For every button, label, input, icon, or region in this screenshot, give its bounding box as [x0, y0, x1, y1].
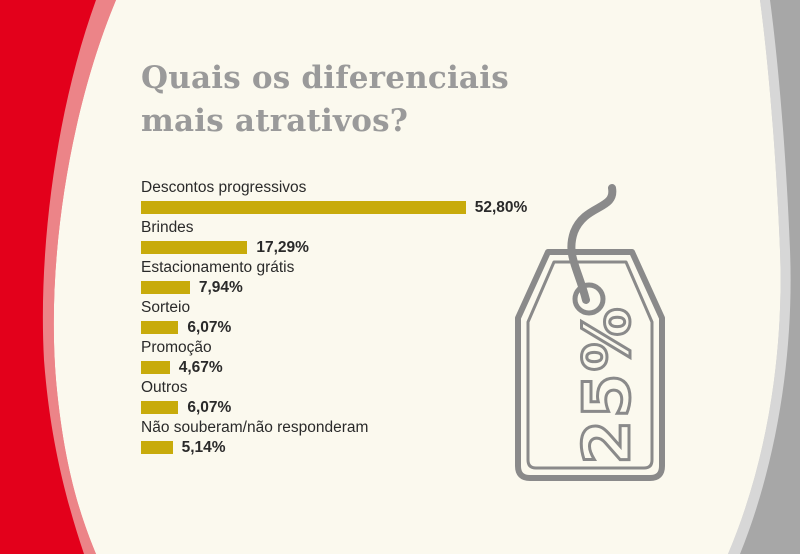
category-label: Não souberam/não responderam: [141, 419, 369, 436]
tag-outline: [515, 249, 665, 481]
value-label: 17,29%: [256, 239, 309, 256]
category-label: Estacionamento grátis: [141, 259, 295, 276]
bar: [141, 241, 248, 254]
tag-text: 25%: [571, 305, 645, 464]
bar: [141, 281, 190, 294]
bar: [141, 201, 466, 214]
grey-band-highlight: [728, 0, 791, 554]
bar: [141, 361, 170, 374]
value-label: 52,80%: [474, 199, 528, 216]
red-band-decoration: [0, 0, 116, 554]
bar: [141, 321, 179, 334]
category-label: Sorteio: [141, 299, 191, 316]
value-label: 7,94%: [198, 279, 243, 296]
value-label: 5,14%: [181, 439, 226, 456]
chart-title-line-2: mais atrativos?: [141, 103, 409, 139]
category-label: Brindes: [141, 219, 194, 236]
bar: [141, 401, 179, 414]
category-label: Promoção: [141, 339, 212, 356]
category-label: Outros: [141, 379, 188, 396]
value-label: 6,07%: [187, 319, 232, 336]
category-label: Descontos progressivos: [141, 179, 307, 196]
value-label: 6,07%: [187, 399, 232, 416]
bar: [141, 441, 173, 454]
tag-string: [567, 184, 617, 304]
tag-inner-outline: [526, 260, 654, 470]
chart-title-line-1: Quais os diferenciais: [141, 60, 509, 96]
price-tag-icon: [515, 184, 665, 481]
red-band-highlight: [42, 0, 116, 554]
tag-hole: [572, 282, 606, 316]
value-label: 4,67%: [178, 359, 223, 376]
